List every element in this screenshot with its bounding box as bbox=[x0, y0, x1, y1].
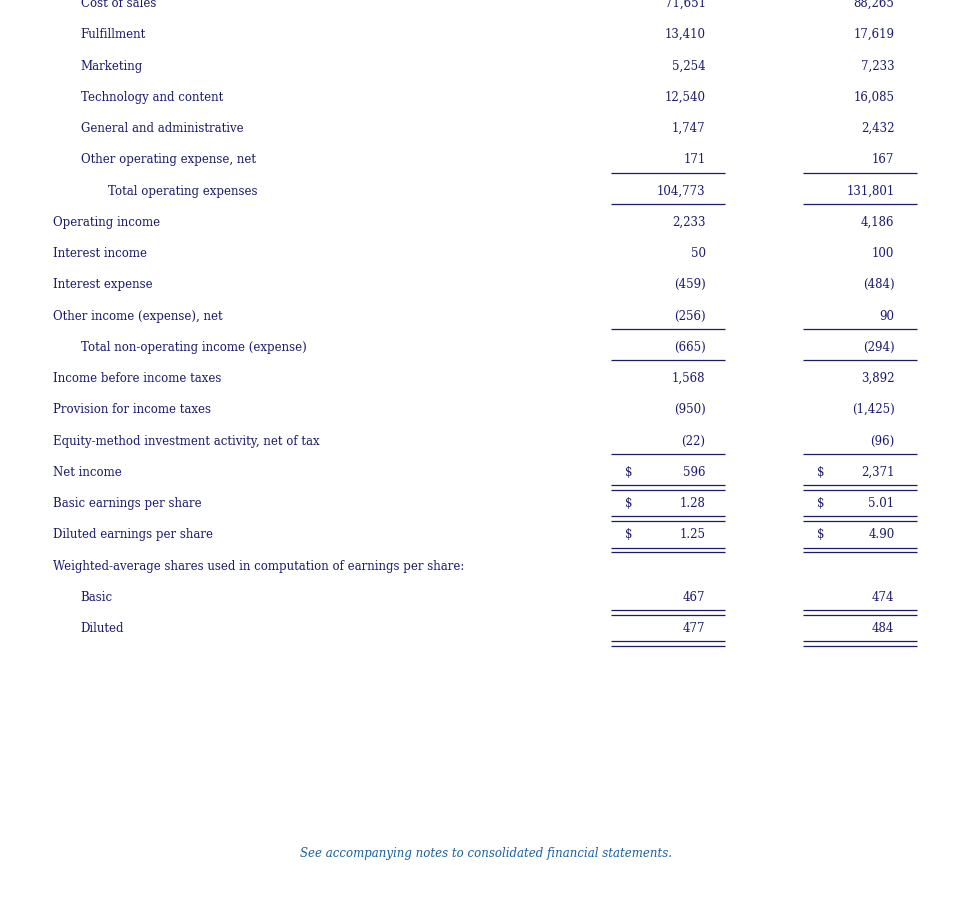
Text: Technology and content: Technology and content bbox=[81, 91, 223, 103]
Text: 104,773: 104,773 bbox=[657, 184, 706, 198]
Text: 4,186: 4,186 bbox=[861, 216, 894, 228]
Text: 5,254: 5,254 bbox=[672, 59, 706, 73]
Text: Income before income taxes: Income before income taxes bbox=[52, 372, 222, 385]
Text: Weighted-average shares used in computation of earnings per share:: Weighted-average shares used in computat… bbox=[52, 559, 465, 573]
Text: 2,432: 2,432 bbox=[861, 122, 894, 135]
Text: 17,619: 17,619 bbox=[853, 28, 894, 41]
Text: 16,085: 16,085 bbox=[853, 91, 894, 103]
Text: Total operating expenses: Total operating expenses bbox=[108, 184, 258, 198]
Text: 171: 171 bbox=[683, 153, 706, 166]
Text: Net income: Net income bbox=[52, 466, 122, 479]
Text: Marketing: Marketing bbox=[81, 59, 143, 73]
Text: Equity-method investment activity, net of tax: Equity-method investment activity, net o… bbox=[52, 434, 320, 448]
Text: Diluted earnings per share: Diluted earnings per share bbox=[52, 529, 213, 541]
Text: 477: 477 bbox=[683, 622, 706, 635]
Text: 4.90: 4.90 bbox=[868, 529, 894, 541]
Text: $: $ bbox=[816, 529, 824, 541]
Text: 12,540: 12,540 bbox=[665, 91, 706, 103]
Text: (22): (22) bbox=[681, 434, 706, 448]
Text: 474: 474 bbox=[872, 591, 894, 604]
Text: 167: 167 bbox=[872, 153, 894, 166]
Text: 467: 467 bbox=[683, 591, 706, 604]
Text: (294): (294) bbox=[863, 341, 894, 354]
Text: (96): (96) bbox=[870, 434, 894, 448]
Text: 100: 100 bbox=[872, 247, 894, 260]
Text: 88,265: 88,265 bbox=[853, 0, 894, 10]
Text: (256): (256) bbox=[674, 309, 706, 323]
Text: Cost of sales: Cost of sales bbox=[81, 0, 156, 10]
Text: 71,651: 71,651 bbox=[665, 0, 706, 10]
Text: See accompanying notes to consolidated financial statements.: See accompanying notes to consolidated f… bbox=[300, 847, 672, 860]
Text: $: $ bbox=[816, 497, 824, 510]
Text: 13,410: 13,410 bbox=[665, 28, 706, 41]
Text: 1.28: 1.28 bbox=[679, 497, 706, 510]
Text: 1,747: 1,747 bbox=[672, 122, 706, 135]
Text: (950): (950) bbox=[674, 404, 706, 416]
Text: Interest income: Interest income bbox=[52, 247, 147, 260]
Text: Operating income: Operating income bbox=[52, 216, 160, 228]
Text: 2,233: 2,233 bbox=[672, 216, 706, 228]
Text: Diluted: Diluted bbox=[81, 622, 124, 635]
Text: $: $ bbox=[625, 466, 633, 479]
Text: Provision for income taxes: Provision for income taxes bbox=[52, 404, 211, 416]
Text: 5.01: 5.01 bbox=[868, 497, 894, 510]
Text: 2,371: 2,371 bbox=[861, 466, 894, 479]
Text: 484: 484 bbox=[872, 622, 894, 635]
Text: $: $ bbox=[625, 497, 633, 510]
Text: (665): (665) bbox=[674, 341, 706, 354]
Text: General and administrative: General and administrative bbox=[81, 122, 243, 135]
Text: 596: 596 bbox=[683, 466, 706, 479]
Text: Other operating expense, net: Other operating expense, net bbox=[81, 153, 256, 166]
Text: 3,892: 3,892 bbox=[861, 372, 894, 385]
Text: 50: 50 bbox=[690, 247, 706, 260]
Text: 131,801: 131,801 bbox=[847, 184, 894, 198]
Text: 1.25: 1.25 bbox=[679, 529, 706, 541]
Text: Interest expense: Interest expense bbox=[52, 279, 153, 291]
Text: Other income (expense), net: Other income (expense), net bbox=[52, 309, 223, 323]
Text: Basic: Basic bbox=[81, 591, 113, 604]
Text: (484): (484) bbox=[863, 279, 894, 291]
Text: 7,233: 7,233 bbox=[861, 59, 894, 73]
Text: Fulfillment: Fulfillment bbox=[81, 28, 146, 41]
Text: 90: 90 bbox=[880, 309, 894, 323]
Text: Basic earnings per share: Basic earnings per share bbox=[52, 497, 201, 510]
Text: (1,425): (1,425) bbox=[851, 404, 894, 416]
Text: $: $ bbox=[625, 529, 633, 541]
Text: 1,568: 1,568 bbox=[672, 372, 706, 385]
Text: $: $ bbox=[816, 466, 824, 479]
Text: Total non-operating income (expense): Total non-operating income (expense) bbox=[81, 341, 306, 354]
Text: (459): (459) bbox=[674, 279, 706, 291]
